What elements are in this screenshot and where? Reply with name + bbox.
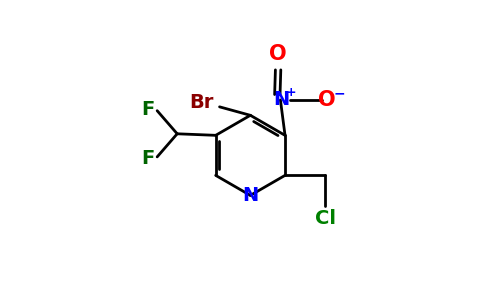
Text: O: O <box>269 44 287 64</box>
Text: −: − <box>334 86 346 100</box>
Text: F: F <box>141 100 154 118</box>
Text: +: + <box>286 86 297 100</box>
Text: O: O <box>318 90 335 110</box>
Text: Br: Br <box>189 93 213 112</box>
Text: N: N <box>273 90 289 110</box>
Text: F: F <box>141 149 154 168</box>
Text: N: N <box>242 186 258 205</box>
Text: Cl: Cl <box>315 209 335 228</box>
